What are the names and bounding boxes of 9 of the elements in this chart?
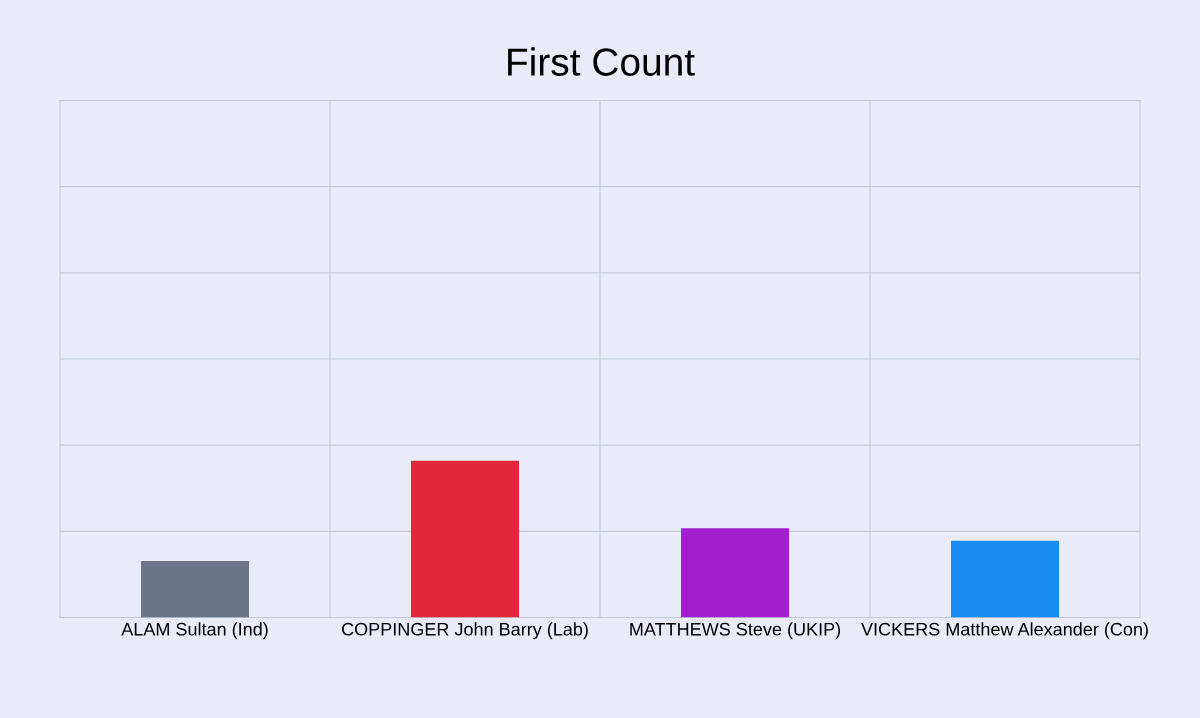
bar	[951, 540, 1059, 618]
chart-title: First Count	[508, 47, 695, 76]
x-tick-label: VICKERS Matthew Alexander (Con)	[861, 622, 1148, 640]
bar	[141, 561, 249, 618]
x-tick-label: ALAM Sultan (Ind)	[121, 622, 268, 640]
x-tick-label: COPPINGER John Barry (Lab)	[342, 622, 588, 640]
bar	[681, 528, 789, 618]
x-tick-label: MATTHEWS Steve (UKIP)	[630, 622, 841, 640]
bar	[411, 460, 519, 618]
